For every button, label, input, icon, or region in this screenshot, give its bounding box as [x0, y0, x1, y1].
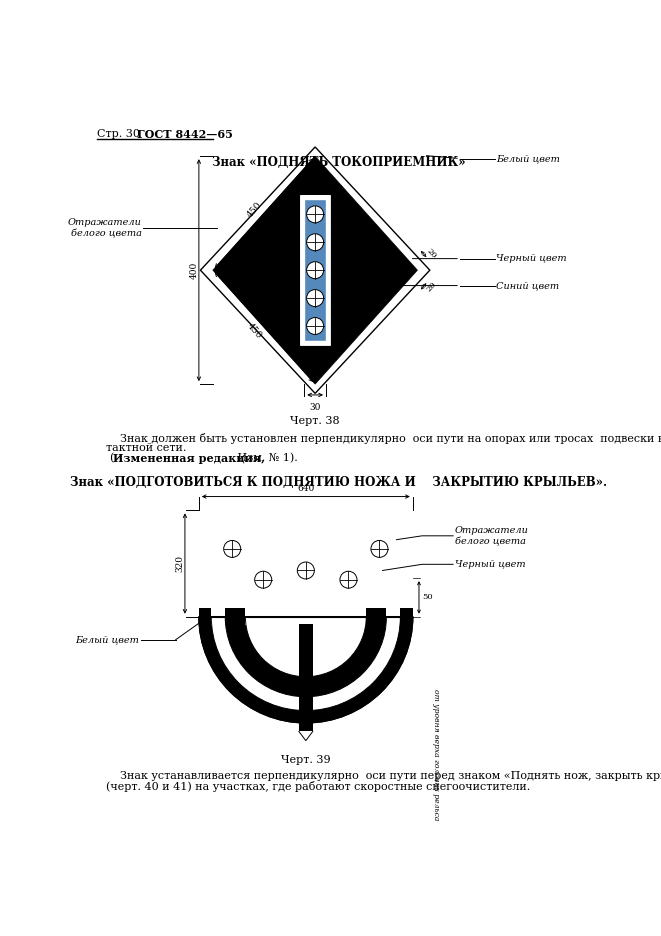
Text: Белый цвет: Белый цвет — [75, 636, 139, 644]
Circle shape — [371, 540, 388, 557]
Text: Синий цвет: Синий цвет — [496, 281, 560, 290]
Text: Изм. № 1).: Изм. № 1). — [234, 453, 297, 463]
Bar — [199, 608, 412, 625]
Text: ГОСТ 8442—65: ГОСТ 8442—65 — [137, 129, 233, 140]
Text: 20: 20 — [425, 281, 438, 294]
Text: Стр. 30: Стр. 30 — [97, 129, 139, 139]
Text: Черт. 39: Черт. 39 — [281, 754, 330, 765]
Circle shape — [307, 317, 324, 334]
Text: 25: 25 — [281, 629, 291, 637]
Text: Знак устанавливается перпендикулярно  оси пути перед знаком «Поднять нож, закрыт: Знак устанавливается перпендикулярно оси… — [106, 771, 661, 782]
Text: Белый цвет: Белый цвет — [496, 154, 561, 163]
Text: 450: 450 — [246, 321, 264, 341]
Text: 200: 200 — [320, 641, 328, 656]
Text: Черный цвет: Черный цвет — [496, 254, 567, 263]
Wedge shape — [212, 617, 401, 710]
Polygon shape — [213, 156, 418, 384]
Circle shape — [307, 234, 324, 251]
Text: 75: 75 — [243, 629, 253, 637]
Text: Отражатели
белого цвета: Отражатели белого цвета — [455, 526, 529, 546]
Wedge shape — [199, 617, 412, 723]
Text: (черт. 40 и 41) на участках, где работают скоростные снегоочистители.: (черт. 40 и 41) на участках, где работаю… — [106, 782, 530, 793]
Text: 20: 20 — [425, 247, 438, 260]
Text: 25: 25 — [204, 629, 214, 637]
Circle shape — [307, 262, 324, 279]
Text: 640: 640 — [297, 484, 315, 492]
Circle shape — [307, 206, 324, 223]
Circle shape — [307, 289, 324, 307]
Text: 2000: 2000 — [320, 692, 328, 713]
Text: от уровня верха головки рельса: от уровня верха головки рельса — [432, 689, 440, 821]
Wedge shape — [245, 617, 366, 677]
Circle shape — [297, 562, 315, 579]
Text: 50: 50 — [422, 593, 433, 602]
Text: 450: 450 — [246, 199, 264, 219]
Text: Знак «ПОДГОТОВИТЬСЯ К ПОДНЯТИЮ НОЖА И    ЗАКРЫТИЮ КРЫЛЬЕВ».: Знак «ПОДГОТОВИТЬСЯ К ПОДНЯТИЮ НОЖА И ЗА… — [70, 475, 607, 489]
Text: 320: 320 — [176, 555, 185, 572]
Bar — [304, 199, 326, 342]
Text: 75: 75 — [350, 629, 359, 637]
Text: 400: 400 — [190, 261, 199, 279]
Text: Черный цвет: Черный цвет — [455, 560, 525, 569]
Bar — [387, 608, 401, 625]
Wedge shape — [225, 617, 387, 696]
Text: Знак должен быть установлен перпендикулярно  оси пути на опорах или тросах  подв: Знак должен быть установлен перпендикуля… — [106, 433, 661, 445]
Text: 25: 25 — [311, 629, 321, 637]
Bar — [245, 608, 366, 625]
Circle shape — [254, 571, 272, 588]
Bar — [301, 196, 329, 344]
Text: 30: 30 — [309, 402, 321, 412]
Text: Измененная редакция,: Измененная редакция, — [113, 453, 265, 464]
Circle shape — [340, 571, 357, 588]
Text: тактной сети.: тактной сети. — [106, 444, 186, 453]
Text: Знак «ПОДНЯТЬ ТОКОПРИЕМНИК»: Знак «ПОДНЯТЬ ТОКОПРИЕМНИК» — [212, 156, 465, 169]
Circle shape — [223, 540, 241, 557]
Text: Отражатели
белого цвета: Отражатели белого цвета — [67, 217, 141, 238]
Text: Черт. 38: Черт. 38 — [290, 417, 340, 427]
Polygon shape — [200, 147, 430, 393]
Bar — [212, 608, 225, 625]
Bar — [299, 623, 313, 731]
Text: 25: 25 — [388, 629, 398, 637]
Text: (: ( — [109, 453, 113, 463]
FancyBboxPatch shape — [300, 195, 330, 345]
